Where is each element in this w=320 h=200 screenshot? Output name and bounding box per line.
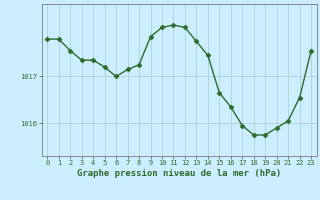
X-axis label: Graphe pression niveau de la mer (hPa): Graphe pression niveau de la mer (hPa) [77,169,281,178]
